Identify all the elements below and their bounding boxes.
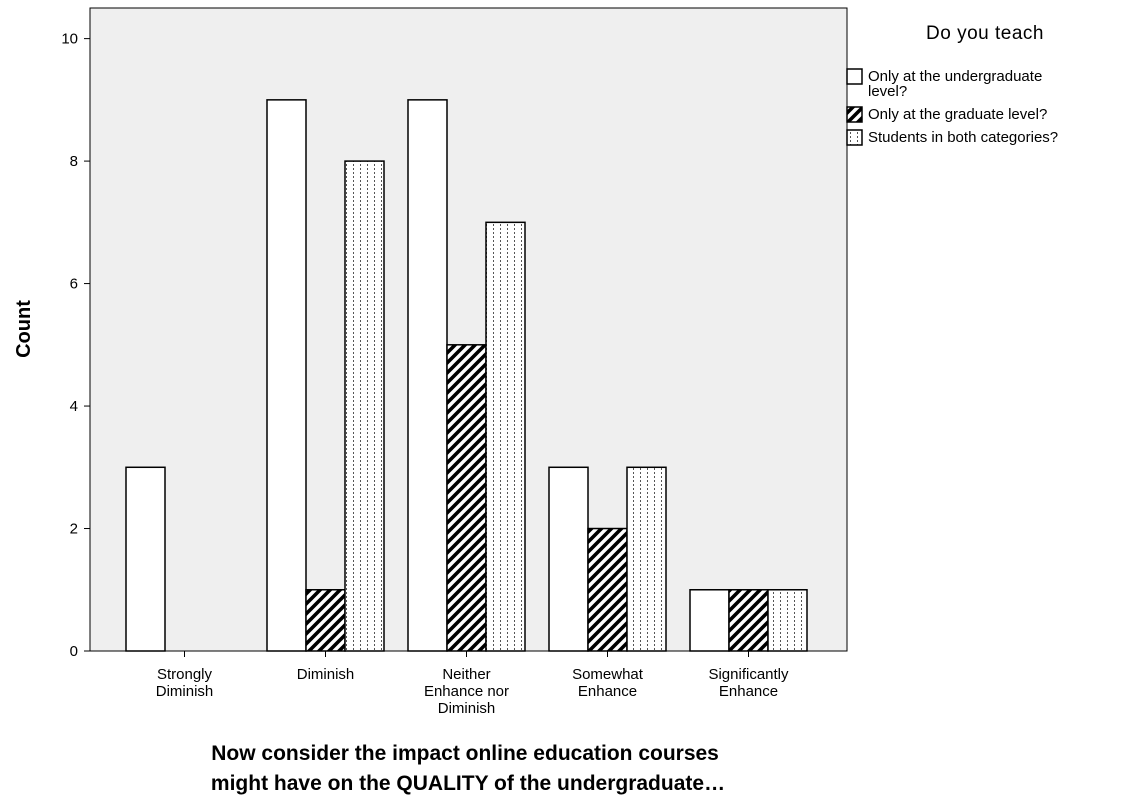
legend-item-label-line: Only at the undergraduate <box>868 68 1042 85</box>
legend-title: Do you teach <box>926 23 1044 44</box>
y-tick-label: 4 <box>70 398 78 415</box>
bar-hatch <box>728 589 769 652</box>
x-category-label-line: Strongly <box>157 666 213 683</box>
x-category-label-line: Diminish <box>438 700 496 717</box>
legend-swatch-dotted <box>846 129 863 146</box>
x-category-label-line: Diminish <box>156 683 214 700</box>
legend: Do you teach Only at the undergraduate le… <box>846 23 1058 146</box>
x-axis-title-line-2: might have on the QUALITY of the undergr… <box>211 772 725 795</box>
legend-swatch-empty <box>846 68 863 85</box>
bar-dotted <box>485 221 526 652</box>
legend-item-label-line: Students in both categories? <box>868 129 1058 146</box>
bar-empty <box>266 99 307 652</box>
x-category-label: Significantly Enhance <box>708 666 789 700</box>
x-category-label: Diminish <box>297 666 355 683</box>
legend-item-label: Only at the graduate level? <box>868 106 1047 123</box>
bar-hatch <box>305 589 346 652</box>
y-tick-label: 2 <box>70 521 78 538</box>
x-category-label-line: Neither <box>442 666 490 683</box>
legend-item-label-line: level? <box>868 83 907 100</box>
bar-dotted <box>767 589 808 652</box>
y-tick-label: 10 <box>61 31 78 48</box>
bar-empty <box>548 466 589 652</box>
bar-dotted <box>626 466 667 652</box>
x-category-label: Somewhat Enhance <box>572 666 644 700</box>
x-category-label-line: Enhance <box>719 683 778 700</box>
x-category-label-line: Enhance <box>578 683 637 700</box>
y-axis-title: Count <box>13 300 35 358</box>
x-category-label-line: Enhance nor <box>424 683 509 700</box>
bars-group <box>125 99 808 652</box>
bar-dotted <box>344 160 385 652</box>
bar-empty <box>407 99 448 652</box>
legend-item-label: Students in both categories? <box>868 129 1058 146</box>
legend-item-label: Only at the undergraduate level? <box>868 68 1042 100</box>
bar-empty <box>689 589 730 652</box>
x-category-label-line: Diminish <box>297 666 355 683</box>
x-axis-title: Now consider the impact online education… <box>211 742 725 795</box>
bar-hatch <box>446 344 487 652</box>
y-axis: 0 2 4 6 8 10 <box>61 31 90 660</box>
x-category-label: Neither Enhance nor Diminish <box>424 666 509 717</box>
bar-empty <box>125 466 166 652</box>
y-tick-label: 6 <box>70 276 78 293</box>
legend-item-label-line: Only at the graduate level? <box>868 106 1047 123</box>
x-category-label-line: Significantly <box>708 666 789 683</box>
x-category-label: Strongly Diminish <box>156 666 214 700</box>
y-tick-label: 8 <box>70 153 78 170</box>
x-axis-title-line-1: Now consider the impact online education… <box>211 742 719 765</box>
bar-hatch <box>587 527 628 652</box>
y-tick-label: 0 <box>70 643 78 660</box>
legend-swatch-hatch <box>846 106 863 123</box>
x-category-label-line: Somewhat <box>572 666 644 683</box>
